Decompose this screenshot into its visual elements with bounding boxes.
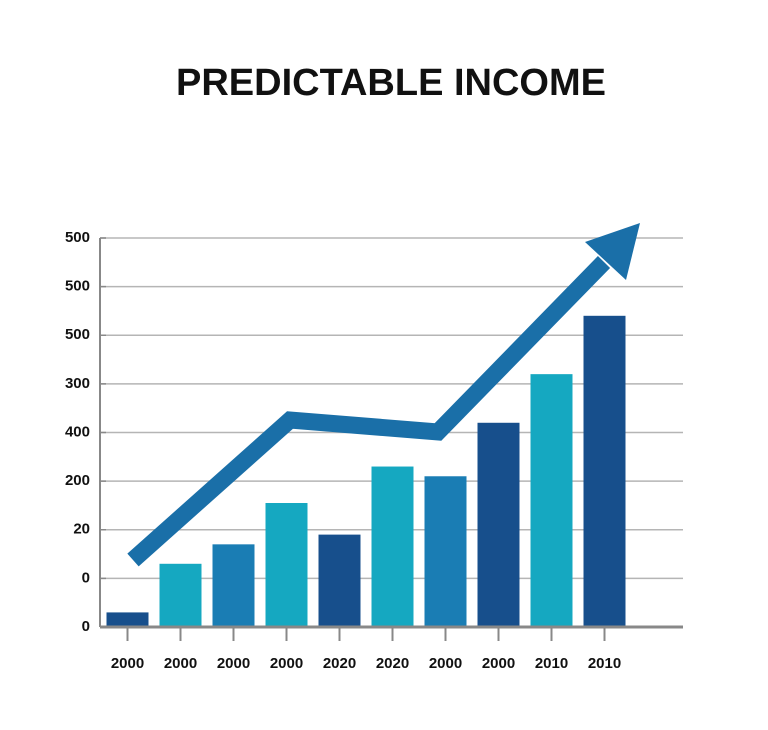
plot-area: 0 0 20 200 400 300 500 500 500 2000 2000 2000 2000 20…	[65, 229, 683, 672]
y-tick-label: 500	[65, 326, 90, 343]
x-tick-label: 2010	[535, 655, 568, 672]
bar	[477, 422, 520, 627]
bar	[530, 374, 573, 627]
x-tick-label: 2000	[429, 655, 462, 672]
bar	[265, 503, 308, 627]
trend-arrow	[127, 223, 640, 567]
y-tick-label: 20	[73, 521, 90, 538]
y-tick-label: 300	[65, 375, 90, 392]
bar	[212, 544, 255, 627]
y-tick-label: 0	[82, 618, 90, 635]
y-tick-label: 500	[65, 278, 90, 295]
x-tick-label: 2000	[217, 655, 250, 672]
bar	[424, 476, 467, 627]
bar	[371, 466, 414, 627]
y-tick-label: 400	[65, 423, 90, 440]
bar	[106, 612, 149, 627]
arrow-head	[585, 223, 640, 280]
y-tick-label: 200	[65, 472, 90, 489]
x-tick-label: 2020	[376, 655, 409, 672]
x-tick-label: 2000	[111, 655, 144, 672]
y-tick-label: 0	[82, 569, 90, 586]
bar	[159, 563, 202, 627]
y-tick-label: 500	[65, 229, 90, 246]
bar	[318, 534, 361, 627]
x-tick-label: 2000	[270, 655, 303, 672]
x-tick-label: 2000	[482, 655, 515, 672]
chart-title: PREDICTABLE INCOME	[176, 62, 606, 104]
x-tick-label: 2000	[164, 655, 197, 672]
x-tick-label: 2020	[323, 655, 356, 672]
bar	[583, 315, 626, 627]
x-tick-label: 2010	[588, 655, 621, 672]
trend-line	[127, 256, 611, 567]
